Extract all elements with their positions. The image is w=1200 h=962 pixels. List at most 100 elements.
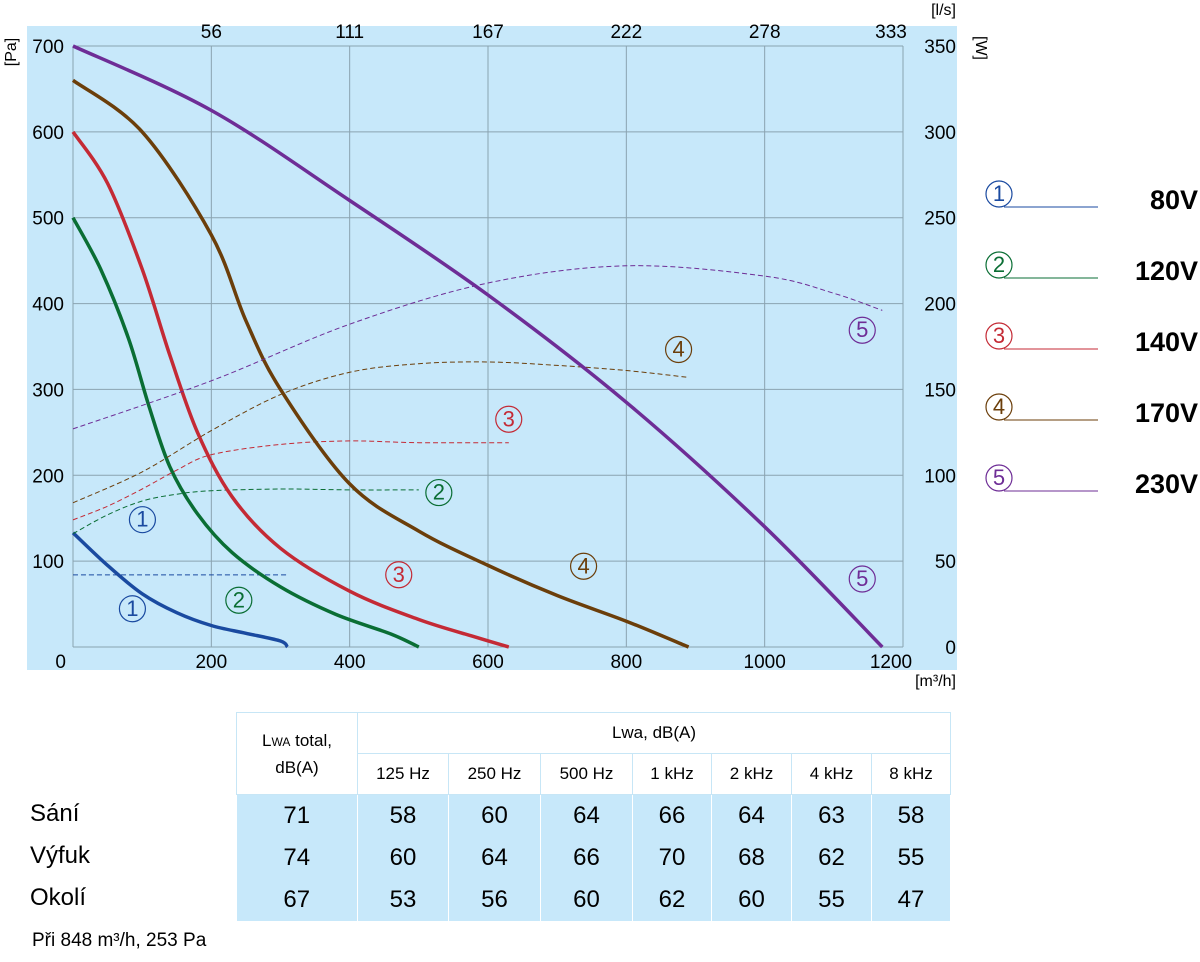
table-cell: 55: [871, 836, 951, 879]
table-cell: 60: [540, 878, 633, 921]
total-header-rest: total,: [290, 730, 332, 750]
curve-marker-number: 1: [126, 596, 138, 621]
x-tick-label: 1200: [870, 652, 912, 673]
lwa-header: Lwa, dB(A): [357, 712, 951, 754]
curve-marker-circle: [848, 316, 876, 344]
legend-label-5: 230V: [1135, 469, 1198, 499]
table-cell: 64: [540, 794, 633, 837]
legend-label-1: 80V: [1150, 185, 1198, 215]
top-tick-label: 111: [335, 22, 364, 43]
grid: [72, 45, 904, 648]
y-right-unit-label: [W]: [972, 36, 989, 60]
table-cell: 58: [357, 794, 449, 837]
pressure-curve-3: [71, 130, 510, 649]
row-label-sani: Sání: [30, 800, 80, 827]
curve-marker-number: 3: [393, 562, 405, 587]
curve-marker-number: 3: [993, 323, 1005, 348]
y-right-tick-label: 150: [924, 380, 956, 401]
pressure-curve-2: [71, 216, 420, 649]
total-header: LWA total, dB(A): [236, 712, 358, 795]
power-curve-3: [72, 440, 509, 521]
table-cell: 67: [236, 878, 358, 921]
curve-marker-circle: [985, 393, 1013, 421]
curve-marker-number: 2: [233, 587, 245, 612]
table-cell: 62: [791, 836, 872, 879]
curve-markers: 1 1 2 2 3 3 4 4 5 5: [118, 316, 876, 623]
curve-marker-number: 5: [993, 465, 1005, 490]
curve-marker-number: 4: [993, 394, 1005, 419]
table-cell: 70: [632, 836, 712, 879]
pressure-curve-1: [71, 531, 289, 649]
pressure-curve-5: [72, 44, 884, 649]
table-cell: 56: [448, 878, 541, 921]
y-right-tick-label: 250: [924, 209, 956, 230]
curve-marker-circle: [385, 561, 413, 589]
x-tick-label: 1000: [744, 652, 786, 673]
x-top-unit-label: [l/s]: [931, 2, 956, 19]
table-cell: 64: [711, 794, 792, 837]
table-cell: 71: [236, 794, 358, 837]
table-cell: 60: [357, 836, 449, 879]
curve-marker-circle: [569, 552, 598, 580]
table-cell: 60: [448, 794, 541, 837]
freq-header: 4 kHz: [791, 753, 872, 795]
y-left-tick-label: 300: [32, 380, 64, 401]
x-tick-label: 600: [472, 652, 504, 673]
row-label-vyfuk: Výfuk: [30, 842, 91, 869]
freq-header: 500 Hz: [540, 753, 633, 795]
table-cell: 62: [632, 878, 712, 921]
x-unit-label: [m³/h]: [915, 673, 956, 690]
top-tick-label: 222: [610, 22, 642, 43]
curve-marker-circle: [118, 595, 147, 623]
x-tick-label: 200: [195, 652, 227, 673]
curve-marker-number: 4: [577, 553, 589, 578]
x-tick-label: 400: [334, 652, 366, 673]
y-right-tick-label: 0: [945, 638, 956, 659]
table-cell: 66: [540, 836, 633, 879]
curve-marker-circle: [985, 322, 1013, 350]
total-header-unit: dB(A): [275, 757, 319, 777]
curve-marker-number: 3: [503, 406, 515, 431]
row-label-okoli: Okolí: [30, 884, 87, 911]
curve-marker-number: 5: [856, 566, 868, 591]
y-left-tick-label: 700: [32, 37, 64, 58]
curve-marker-number: 4: [672, 337, 684, 362]
top-tick-label: 333: [875, 22, 907, 43]
table-cell: 68: [711, 836, 792, 879]
y-left-tick-label: 100: [32, 552, 64, 573]
curve-marker-number: 1: [993, 181, 1005, 206]
curve-marker-circle: [495, 405, 523, 433]
y-left-tick-label: 400: [32, 295, 64, 316]
table-cell: 58: [871, 794, 951, 837]
legend-label-2: 120V: [1135, 256, 1198, 286]
power-curve-2: [72, 488, 419, 535]
y-right-tick-label: 50: [935, 552, 956, 573]
y-left-tick-label: 600: [32, 123, 64, 144]
table-cell: 53: [357, 878, 449, 921]
curve-marker-circle: [848, 565, 876, 593]
freq-header: 8 kHz: [871, 753, 951, 795]
power-curve-4: [72, 361, 689, 504]
curve-marker-circle: [985, 180, 1013, 208]
curve-marker-circle: [664, 335, 693, 364]
y-left-unit-label: [Pa]: [3, 38, 20, 66]
footnote: Při 848 m³/h, 253 Pa: [32, 930, 207, 951]
total-header-sub: WA: [271, 734, 291, 749]
curve-marker-number: 2: [433, 480, 445, 505]
top-tick-label: 278: [749, 22, 781, 43]
y-right-tick-label: 200: [924, 295, 956, 316]
curve-marker-number: 5: [856, 317, 868, 342]
curve-marker-number: 1: [136, 507, 148, 532]
pressure-curve-4: [71, 78, 690, 649]
table-cell: 55: [791, 878, 872, 921]
total-header-l: L: [262, 730, 272, 750]
curve-marker-circle: [985, 251, 1013, 279]
power-curve-5: [72, 265, 883, 430]
table-cell: 64: [448, 836, 541, 879]
y-left-tick-label: 500: [32, 209, 64, 230]
freq-header: 2 kHz: [711, 753, 792, 795]
y-right-tick-label: 350: [924, 37, 956, 58]
top-tick-label: 167: [472, 22, 504, 43]
curve-marker-circle: [985, 464, 1013, 492]
